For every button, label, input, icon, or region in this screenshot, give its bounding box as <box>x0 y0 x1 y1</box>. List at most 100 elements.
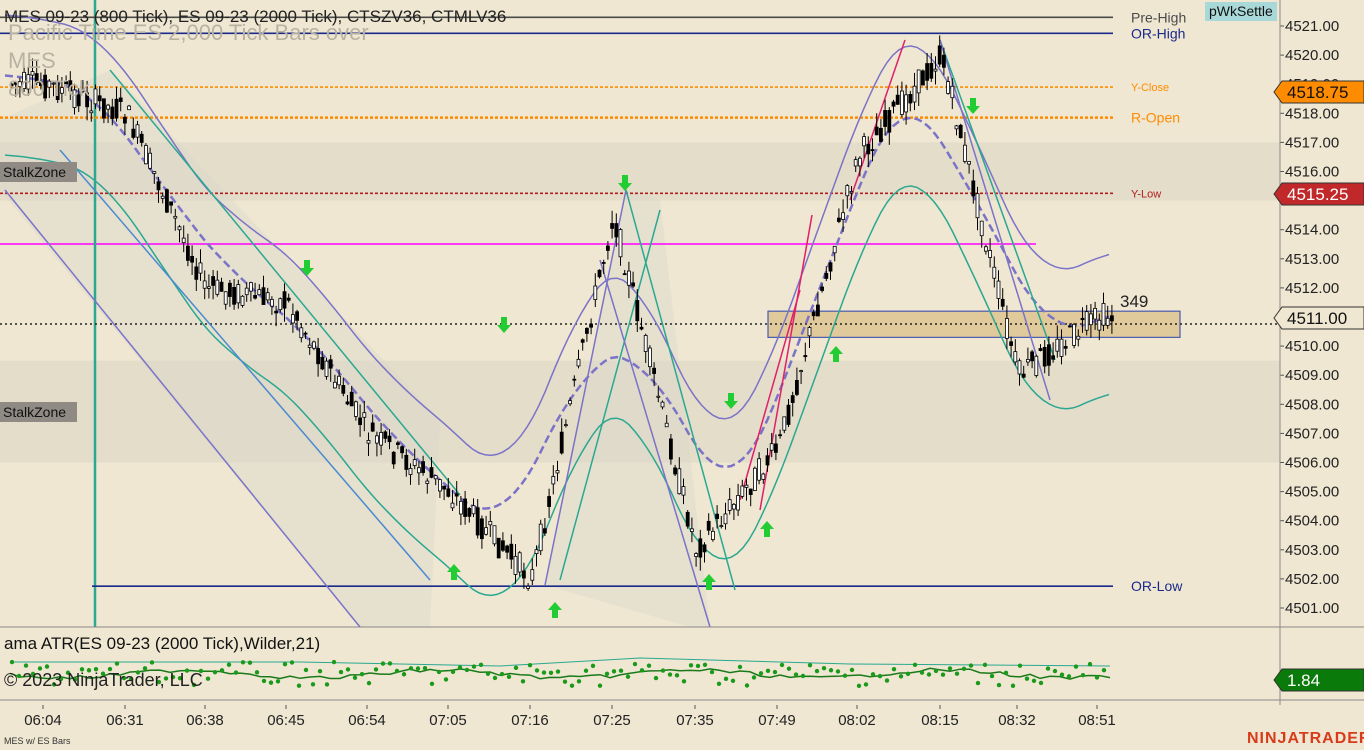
atr-dot <box>639 668 645 673</box>
atr-dot <box>744 683 750 688</box>
candle <box>1009 341 1013 346</box>
candle <box>1013 351 1018 363</box>
atr-dot <box>100 671 106 676</box>
candle <box>1000 298 1005 307</box>
atr-dot <box>982 662 988 668</box>
candle <box>648 347 652 368</box>
price-badge-text-atr_value: 1.84 <box>1287 671 1320 690</box>
atr-dot <box>793 672 799 677</box>
atr-dot <box>954 671 960 676</box>
atr-dot <box>926 672 932 677</box>
value-349-label: 349 <box>1120 292 1149 311</box>
candle <box>606 245 610 251</box>
y-tick-label: 4512.00 <box>1285 280 1339 297</box>
level-label-or-low: OR-Low <box>1131 578 1183 594</box>
atr-dot <box>863 682 869 687</box>
candle <box>673 467 677 475</box>
atr-dot <box>625 674 631 679</box>
atr-dot <box>520 679 526 684</box>
candle <box>984 246 988 252</box>
trend-channel-line <box>939 39 1056 361</box>
candle <box>60 87 64 94</box>
atr-dot <box>814 668 820 674</box>
candle <box>988 250 992 258</box>
candle <box>454 493 459 497</box>
trend-channel-line <box>739 289 801 501</box>
candle <box>1055 338 1060 352</box>
atr-dot <box>695 663 701 669</box>
atr-dot <box>359 671 365 677</box>
candle <box>219 281 224 292</box>
candle <box>799 370 803 373</box>
candle <box>198 262 203 274</box>
atr-dot <box>681 679 687 684</box>
candle <box>232 287 237 305</box>
atr-dot <box>198 668 204 674</box>
candle <box>358 417 363 425</box>
candle <box>89 110 94 114</box>
atr-dot <box>247 660 253 665</box>
candle <box>488 520 493 526</box>
candle <box>391 451 396 465</box>
atr-dot <box>653 675 659 681</box>
candle <box>177 226 182 231</box>
candle <box>610 223 614 229</box>
watermark-line2: MES <box>8 48 56 73</box>
y-tick-label: 4520.00 <box>1285 47 1339 64</box>
candle <box>513 555 518 575</box>
candle <box>849 191 854 194</box>
candle <box>47 80 52 88</box>
x-tick-label: 08:51 <box>1078 712 1116 729</box>
candle <box>505 545 510 553</box>
atr-dot <box>828 668 834 673</box>
atr-dot <box>597 683 603 688</box>
candle <box>450 502 455 509</box>
candle <box>433 475 438 480</box>
candle <box>534 549 539 554</box>
candle <box>517 552 522 573</box>
atr-dot <box>989 673 995 679</box>
atr-dot <box>387 661 393 666</box>
atr-dot <box>765 668 771 673</box>
atr-dot <box>212 669 218 675</box>
candle <box>803 355 808 358</box>
candle <box>43 74 47 99</box>
price-badge-shape-y_close_price <box>1273 80 1364 104</box>
atr-dot <box>177 675 183 681</box>
candle <box>816 304 820 317</box>
price-badge-last_price: 4511.00 <box>1273 306 1364 330</box>
candle <box>1101 303 1106 326</box>
x-tick-label: 07:05 <box>429 712 467 729</box>
candle <box>286 297 291 301</box>
down-arrow-signal <box>966 98 980 114</box>
atr-dot <box>849 667 855 673</box>
level-label-y-low: Y-Low <box>1131 188 1161 200</box>
candle <box>874 126 879 136</box>
candle <box>395 442 400 445</box>
atr-dot <box>338 669 344 675</box>
candle <box>131 128 136 138</box>
atr-dot <box>1017 663 1023 668</box>
candle <box>1105 317 1110 326</box>
x-tick-label: 06:04 <box>24 712 62 729</box>
x-tick-label: 07:16 <box>511 712 549 729</box>
candle <box>1110 315 1114 322</box>
candle <box>757 458 761 481</box>
candle <box>635 300 640 322</box>
candle <box>374 435 379 444</box>
candle <box>942 54 946 68</box>
candle <box>925 63 929 81</box>
candle <box>660 401 665 408</box>
level-label-pre-high: Pre-High <box>1131 9 1186 25</box>
candle <box>1076 335 1081 340</box>
candle <box>22 71 27 90</box>
atr-dot <box>492 675 498 681</box>
atr-dot <box>660 668 666 673</box>
y-tick-label: 4505.00 <box>1285 484 1339 501</box>
atr-dot <box>618 668 624 673</box>
candle <box>463 498 468 517</box>
y-tick-label: 4509.00 <box>1285 367 1339 384</box>
atr-dot <box>583 668 589 673</box>
candle <box>1068 325 1072 328</box>
